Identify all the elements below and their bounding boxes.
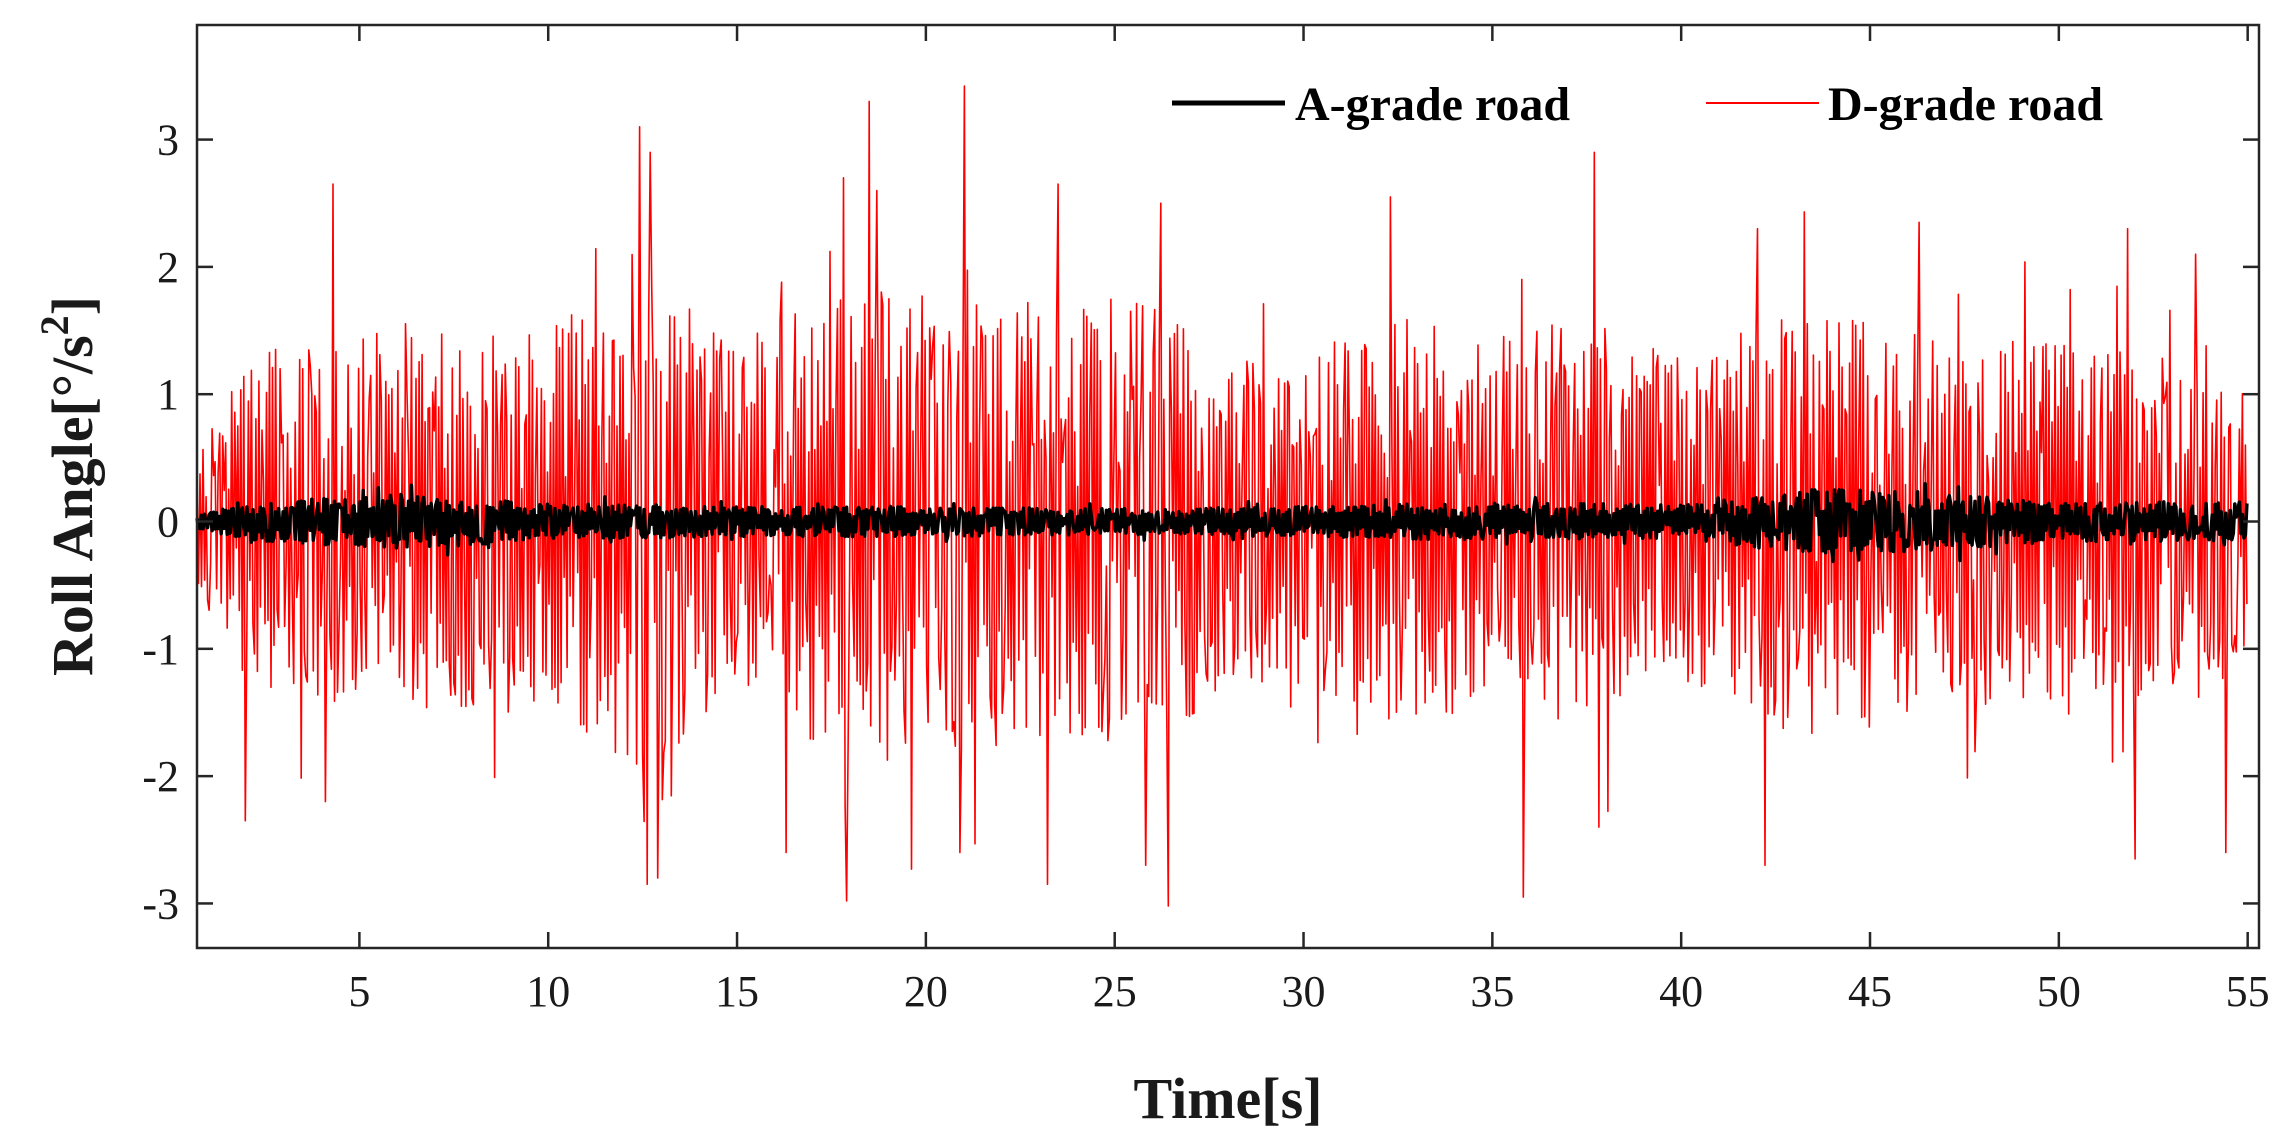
x-tick-label: 10	[526, 967, 570, 1016]
legend: A-grade road D-grade road	[1172, 78, 2103, 131]
y-tick-label: -3	[142, 879, 179, 928]
x-tick-label: 45	[1848, 967, 1892, 1016]
series-layer	[195, 85, 2249, 907]
x-axis-ticks: 5 10 15 20 25 30 35 40 45 50 55	[348, 25, 2270, 1016]
y-axis-title: Roll Angle[°/s2]	[32, 296, 105, 676]
series-line-a-grade-road	[195, 481, 2249, 564]
y-tick-label: 2	[157, 243, 179, 292]
y-axis-title-main: Roll Angle[°/s	[40, 335, 105, 676]
y-tick-label: 0	[157, 498, 179, 547]
plot-frame	[195, 23, 2261, 950]
y-tick-label: 1	[157, 370, 179, 419]
x-tick-label: 15	[715, 967, 759, 1016]
legend-label-a-grade: A-grade road	[1295, 78, 1570, 131]
y-tick-label: -1	[142, 625, 179, 674]
y-tick-label: -2	[142, 752, 179, 801]
x-tick-label: 50	[2037, 967, 2081, 1016]
y-axis-ticks: -3 -2 -1 0 1 2 3	[142, 116, 2259, 928]
series-line-d-grade-road	[196, 85, 2248, 907]
x-tick-label: 35	[1470, 967, 1514, 1016]
y-axis-title-close: ]	[40, 296, 105, 315]
legend-label-d-grade: D-grade road	[1828, 78, 2103, 131]
x-axis-title: Time[s]	[1133, 1066, 1322, 1131]
x-tick-label: 25	[1093, 967, 1137, 1016]
x-tick-label: 20	[904, 967, 948, 1016]
x-tick-label: 55	[2226, 967, 2270, 1016]
y-tick-label: 3	[157, 116, 179, 165]
x-tick-label: 40	[1659, 967, 1703, 1016]
x-tick-label: 5	[348, 967, 370, 1016]
x-tick-label: 30	[1282, 967, 1326, 1016]
y-axis-title-superscript: 2	[32, 315, 77, 335]
